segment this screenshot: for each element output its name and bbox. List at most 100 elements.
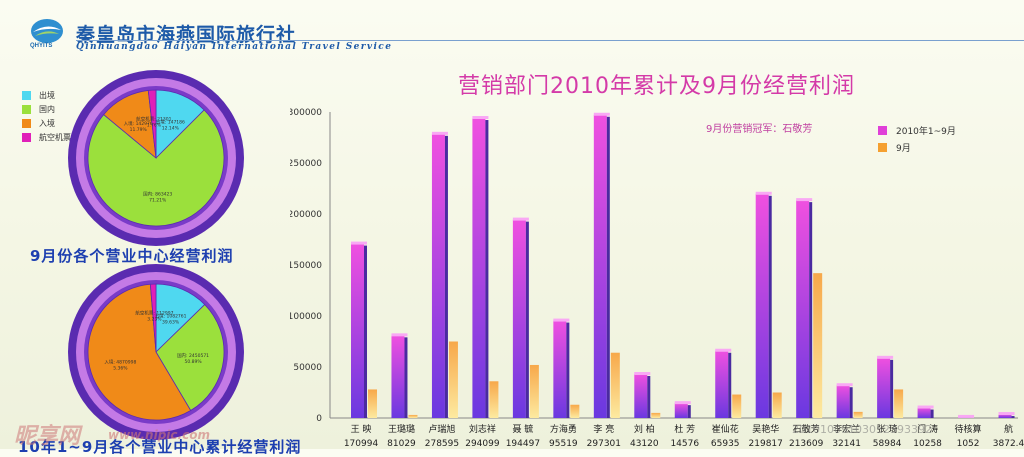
company-logo-icon	[31, 19, 63, 43]
pie-slice	[149, 283, 157, 353]
bar-cumulative	[351, 243, 364, 418]
legend-label: 2010年1~9月	[896, 127, 956, 137]
x-category-label: 李宏兰	[833, 423, 860, 435]
bar-september	[570, 404, 580, 418]
logo-text: QHYITS	[30, 43, 53, 49]
legend-label: 入境	[39, 118, 55, 128]
y-tick-label: 100000	[290, 312, 322, 322]
x-category-label: 待核算	[955, 423, 982, 435]
pie-slice-label: 入境: 4870998	[104, 358, 136, 365]
bar-cumulative-top	[715, 348, 732, 352]
pie-slice-label: 航空机票: 21301	[136, 116, 171, 123]
watermark-id: 20101009103052393392	[792, 423, 932, 436]
bar-cumulative	[715, 350, 729, 418]
x-category-label: 杜 芳	[674, 423, 695, 435]
legend-label: 航空机票	[39, 132, 71, 142]
bar-cumulative-side	[809, 202, 813, 418]
bar-cumulative-side	[566, 322, 570, 418]
bar-cumulative-top	[998, 412, 1015, 416]
bar-cumulative-top	[593, 112, 610, 116]
legend-item: 9月	[878, 139, 956, 156]
champion-annotation: 9月份营销冠军：石敬芳	[706, 124, 813, 135]
y-tick-label: 300000	[290, 108, 322, 118]
y-tick-label: 0	[316, 414, 322, 424]
bar-cumulative-top	[917, 405, 934, 409]
bar-september	[732, 394, 742, 418]
x-value-label: 170994	[344, 439, 379, 449]
x-category-label: 卢瑞旭	[428, 423, 455, 435]
legend-label: 出境	[39, 90, 55, 100]
bar-cumulative	[553, 320, 567, 418]
x-category-label: 刘 柏	[634, 423, 655, 435]
x-category-label: 门 涛	[917, 423, 938, 435]
bar-cumulative	[391, 335, 405, 418]
bar-cumulative-side	[404, 337, 408, 418]
bar-cumulative-top	[634, 372, 651, 376]
x-value-label: 3872.4	[993, 439, 1024, 449]
bar-cumulative-side	[849, 387, 853, 418]
legend-swatch	[878, 126, 887, 135]
legend-item: 2010年1~9月	[878, 122, 956, 139]
pie-slice	[155, 303, 225, 412]
bar-september	[368, 389, 377, 418]
y-tick-label: 50000	[293, 363, 322, 373]
bar-cumulative	[796, 200, 810, 418]
x-category-label: 刘志祥	[469, 423, 496, 435]
x-value-label: 43120	[630, 439, 659, 449]
x-value-label: 1052	[957, 439, 980, 449]
bar-chart: 0 50000 100000 150000 200000 250000 300000 王 映 1…	[290, 108, 1024, 449]
pie-slice-pct: 39.63%	[162, 320, 180, 326]
watermark-site: 昵享网	[14, 424, 81, 449]
bar-cumulative-top	[391, 333, 408, 337]
pie-slice-pct: 5.36%	[113, 365, 128, 371]
pie-slice	[87, 109, 225, 227]
header: QHYITS 秦皇岛市海燕国际旅行社 Qinhuangdao Haiyan In…	[0, 0, 1024, 56]
x-category-label: 聂 毓	[512, 423, 533, 435]
pie-slice-label: 出境: 1082761	[155, 313, 187, 320]
header-divider	[76, 40, 1024, 41]
pie-slice-pct: 50.89%	[184, 359, 202, 365]
bar-cumulative	[917, 407, 931, 418]
bar-cumulative-side	[485, 120, 489, 419]
x-value-label: 297301	[587, 439, 621, 449]
x-category-label: 张 琦	[877, 424, 898, 435]
pie-slice-pct: 1.76%	[147, 123, 162, 129]
pie-slice-pct: 11.79%	[130, 127, 148, 133]
bar-cumulative-top	[836, 383, 853, 387]
bar-cumulative-top	[796, 198, 813, 202]
company-name-en: Qinhuangdao Haiyan International Travel …	[76, 42, 393, 52]
pie-slice-pct: 71.21%	[149, 197, 167, 203]
x-category-label: 崔仙花	[712, 423, 739, 435]
pie-legend-item: 航空机票	[22, 130, 71, 144]
bar-september	[894, 389, 904, 418]
x-category-label: 方海勇	[550, 423, 577, 435]
pie-slice	[87, 283, 192, 421]
pie-legend-item: 出境	[22, 88, 71, 102]
x-value-label: 81029	[387, 439, 416, 449]
bar-cumulative-top	[958, 414, 975, 418]
bar-september	[651, 412, 661, 418]
bar-cumulative	[431, 133, 445, 418]
bar-september	[853, 411, 863, 418]
bar-cumulative-top	[351, 241, 367, 245]
bar-cumulative-side	[930, 409, 934, 418]
bar-cumulative-top	[674, 401, 691, 405]
bar-cumulative	[512, 219, 526, 418]
x-value-label: 58984	[873, 439, 902, 449]
bar-cumulative-top	[755, 191, 772, 195]
bar-cumulative-side	[890, 359, 894, 418]
bar-cumulative-side	[364, 245, 367, 418]
pie1-title: 9月份各个营业中心经营利润	[30, 247, 234, 265]
pie-slice-label: 出境: 147186	[156, 118, 185, 125]
pie-slice-label: 航空机票: 112997	[135, 310, 173, 317]
bar-cumulative-top	[472, 116, 489, 120]
legend-swatch	[22, 104, 31, 114]
legend-swatch	[22, 132, 31, 142]
bar-cumulative-top	[553, 318, 570, 322]
x-value-label: 65935	[711, 439, 740, 449]
bar-cumulative-side	[728, 352, 732, 418]
bar-cumulative	[472, 118, 486, 419]
x-value-label: 194497	[506, 439, 540, 449]
